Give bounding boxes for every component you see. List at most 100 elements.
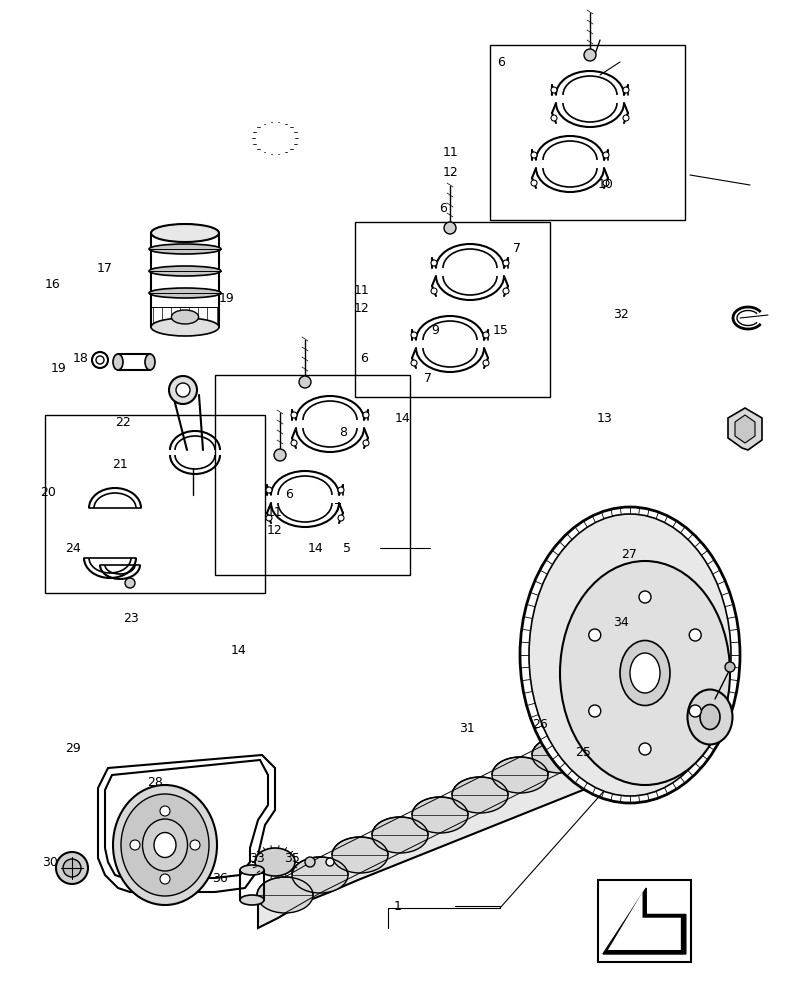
Circle shape [190,840,200,850]
Text: 6: 6 [360,352,368,364]
Circle shape [444,222,456,234]
Text: 7: 7 [334,502,342,514]
Ellipse shape [532,737,588,773]
Circle shape [338,487,344,493]
Text: 11: 11 [443,145,459,158]
Bar [355,222,550,397]
Ellipse shape [121,794,209,896]
Ellipse shape [572,717,628,753]
Text: 25: 25 [575,746,591,758]
Ellipse shape [171,310,199,324]
Text: 24: 24 [65,542,81,554]
Text: 14: 14 [307,542,323,554]
Text: 15: 15 [493,324,509,336]
Text: 18: 18 [73,352,89,364]
Text: 23: 23 [123,611,139,624]
Circle shape [483,332,489,338]
Text: 31: 31 [459,722,475,734]
Text: 12: 12 [354,302,370,314]
Circle shape [503,260,509,266]
Text: 5: 5 [343,542,351,554]
Ellipse shape [560,561,730,785]
Circle shape [125,578,135,588]
Ellipse shape [292,857,348,893]
Polygon shape [608,892,681,950]
Text: 35: 35 [284,852,301,864]
Ellipse shape [520,507,740,803]
Ellipse shape [372,817,428,853]
Text: 1: 1 [393,900,402,912]
Ellipse shape [257,877,313,913]
Circle shape [584,49,596,61]
Text: 14: 14 [394,412,410,424]
Ellipse shape [154,832,176,857]
Circle shape [589,705,601,717]
Circle shape [266,487,272,493]
Bar [490,45,685,220]
Circle shape [160,806,170,816]
Text: 20: 20 [40,486,57,498]
Bar [215,375,410,575]
Ellipse shape [412,797,468,833]
Text: 19: 19 [218,292,234,304]
Ellipse shape [610,697,666,733]
Polygon shape [258,728,655,928]
Text: 6: 6 [497,55,505,68]
Text: 14: 14 [230,644,246,656]
Circle shape [63,859,81,877]
Ellipse shape [145,354,155,370]
Ellipse shape [240,865,264,875]
Circle shape [689,629,701,641]
Circle shape [92,352,108,368]
Text: 9: 9 [431,324,439,336]
Text: 21: 21 [112,458,128,472]
Circle shape [411,360,417,366]
Text: 19: 19 [50,361,66,374]
Circle shape [483,360,489,366]
Text: 7: 7 [424,371,432,384]
Circle shape [589,629,601,641]
Ellipse shape [620,641,670,706]
Circle shape [274,449,286,461]
Circle shape [130,840,140,850]
Text: 12: 12 [267,524,283,536]
Ellipse shape [149,244,221,254]
Ellipse shape [149,288,221,298]
Circle shape [291,412,297,418]
Text: 22: 22 [115,416,131,428]
Polygon shape [603,888,686,954]
Circle shape [291,440,297,446]
Text: 10: 10 [598,178,614,192]
Ellipse shape [529,514,731,796]
Text: 12: 12 [443,165,459,178]
Circle shape [503,288,509,294]
Ellipse shape [700,704,720,730]
Circle shape [56,852,88,884]
Ellipse shape [255,848,295,876]
Circle shape [603,180,609,186]
Circle shape [169,376,197,404]
Text: 17: 17 [97,261,113,274]
Circle shape [363,440,369,446]
Circle shape [431,260,437,266]
Polygon shape [728,408,762,450]
Bar [598,880,691,962]
Circle shape [725,662,735,672]
Circle shape [176,383,190,397]
Circle shape [305,857,315,867]
Ellipse shape [630,653,660,693]
Circle shape [96,356,104,364]
Ellipse shape [688,690,733,744]
Text: 36: 36 [212,871,228,884]
Text: 33: 33 [249,852,265,864]
Text: 32: 32 [612,308,629,322]
Circle shape [639,743,651,755]
Text: 29: 29 [65,742,81,754]
Text: 30: 30 [42,856,58,868]
Circle shape [531,180,537,186]
Circle shape [326,858,334,866]
Circle shape [623,115,629,121]
Circle shape [639,591,651,603]
Ellipse shape [492,757,548,793]
Ellipse shape [113,354,123,370]
